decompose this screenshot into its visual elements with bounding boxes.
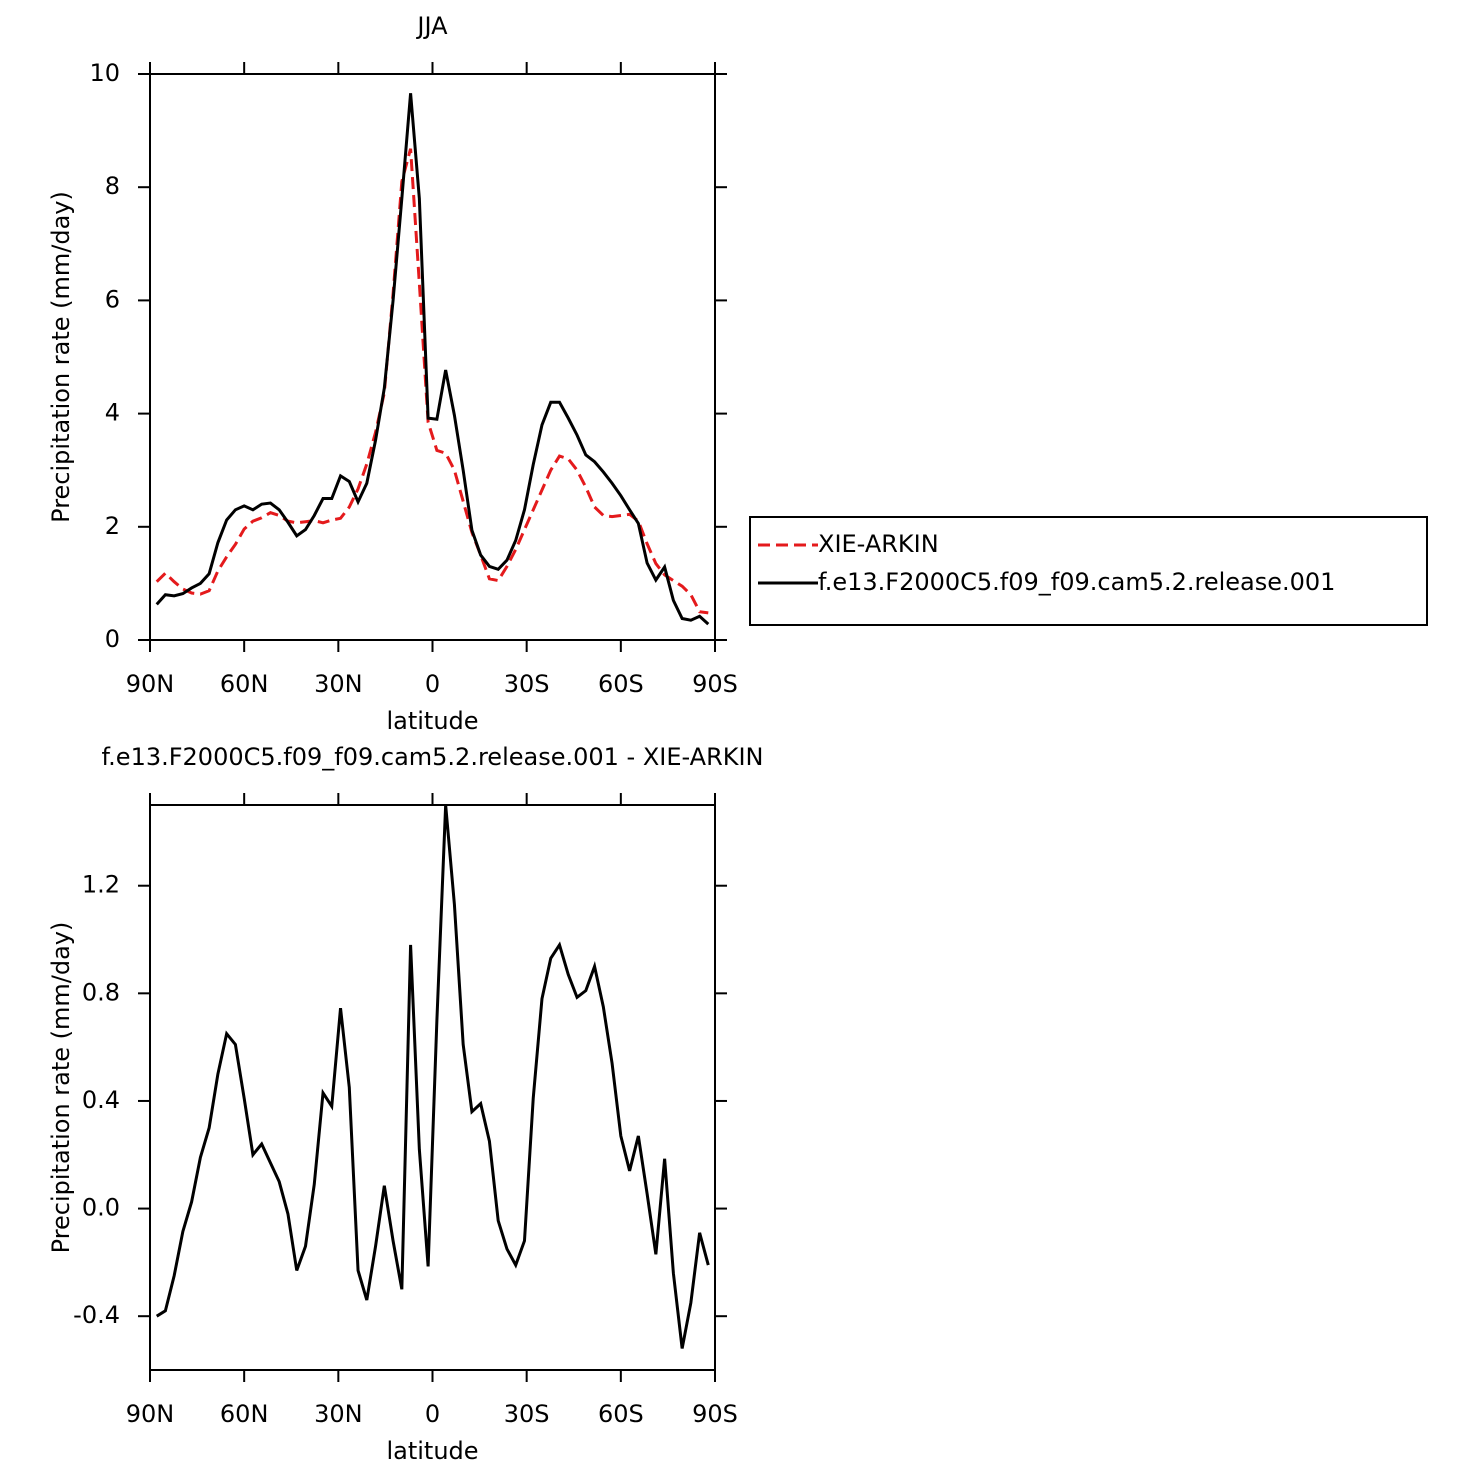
x-tick-label: 30S xyxy=(504,1400,550,1428)
chart-title: JJA xyxy=(415,12,448,40)
data-line xyxy=(155,804,710,1349)
y-tick-label: 1.2 xyxy=(82,871,120,899)
x-axis-label: latitude xyxy=(386,1437,478,1465)
x-tick-label: 30N xyxy=(314,670,363,698)
y-tick-label: 0.8 xyxy=(82,978,120,1006)
x-tick-label: 30N xyxy=(314,1400,363,1428)
plot-frame xyxy=(149,804,716,1371)
legend-label: f.e13.F2000C5.f09_f09.cam5.2.release.001 xyxy=(818,568,1335,596)
y-axis-label: Precipitation rate (mm/day) xyxy=(47,191,75,523)
x-tick-label: 60S xyxy=(598,670,644,698)
y-tick-label: -0.4 xyxy=(73,1301,120,1329)
x-axis-label: latitude xyxy=(386,707,478,735)
x-tick-label: 60N xyxy=(220,1400,269,1428)
x-tick-label: 0 xyxy=(425,1400,440,1428)
y-tick-label: 8 xyxy=(105,172,120,200)
plot-frame xyxy=(149,73,716,641)
x-tick-label: 90N xyxy=(126,670,175,698)
x-tick-label: 30S xyxy=(504,670,550,698)
y-tick-label: 6 xyxy=(105,285,120,313)
data-line xyxy=(155,93,710,626)
y-axis-label: Precipitation rate (mm/day) xyxy=(47,922,75,1254)
chart-title: f.e13.F2000C5.f09_f09.cam5.2.release.001… xyxy=(101,743,763,771)
data-line xyxy=(155,148,709,615)
x-tick-label: 60S xyxy=(598,1400,644,1428)
x-tick-label: 90S xyxy=(692,1400,738,1428)
x-tick-label: 90N xyxy=(126,1400,175,1428)
x-tick-label: 60N xyxy=(220,670,269,698)
legend-box xyxy=(749,516,1428,626)
y-tick-label: 0.0 xyxy=(82,1194,120,1222)
y-tick-label: 0.4 xyxy=(82,1086,120,1114)
y-tick-label: 0 xyxy=(105,625,120,653)
y-tick-label: 2 xyxy=(105,512,120,540)
x-tick-label: 0 xyxy=(425,670,440,698)
legend-label: XIE-ARKIN xyxy=(818,530,939,558)
x-tick-label: 90S xyxy=(692,670,738,698)
y-tick-label: 10 xyxy=(89,59,120,87)
y-tick-label: 4 xyxy=(105,399,120,427)
